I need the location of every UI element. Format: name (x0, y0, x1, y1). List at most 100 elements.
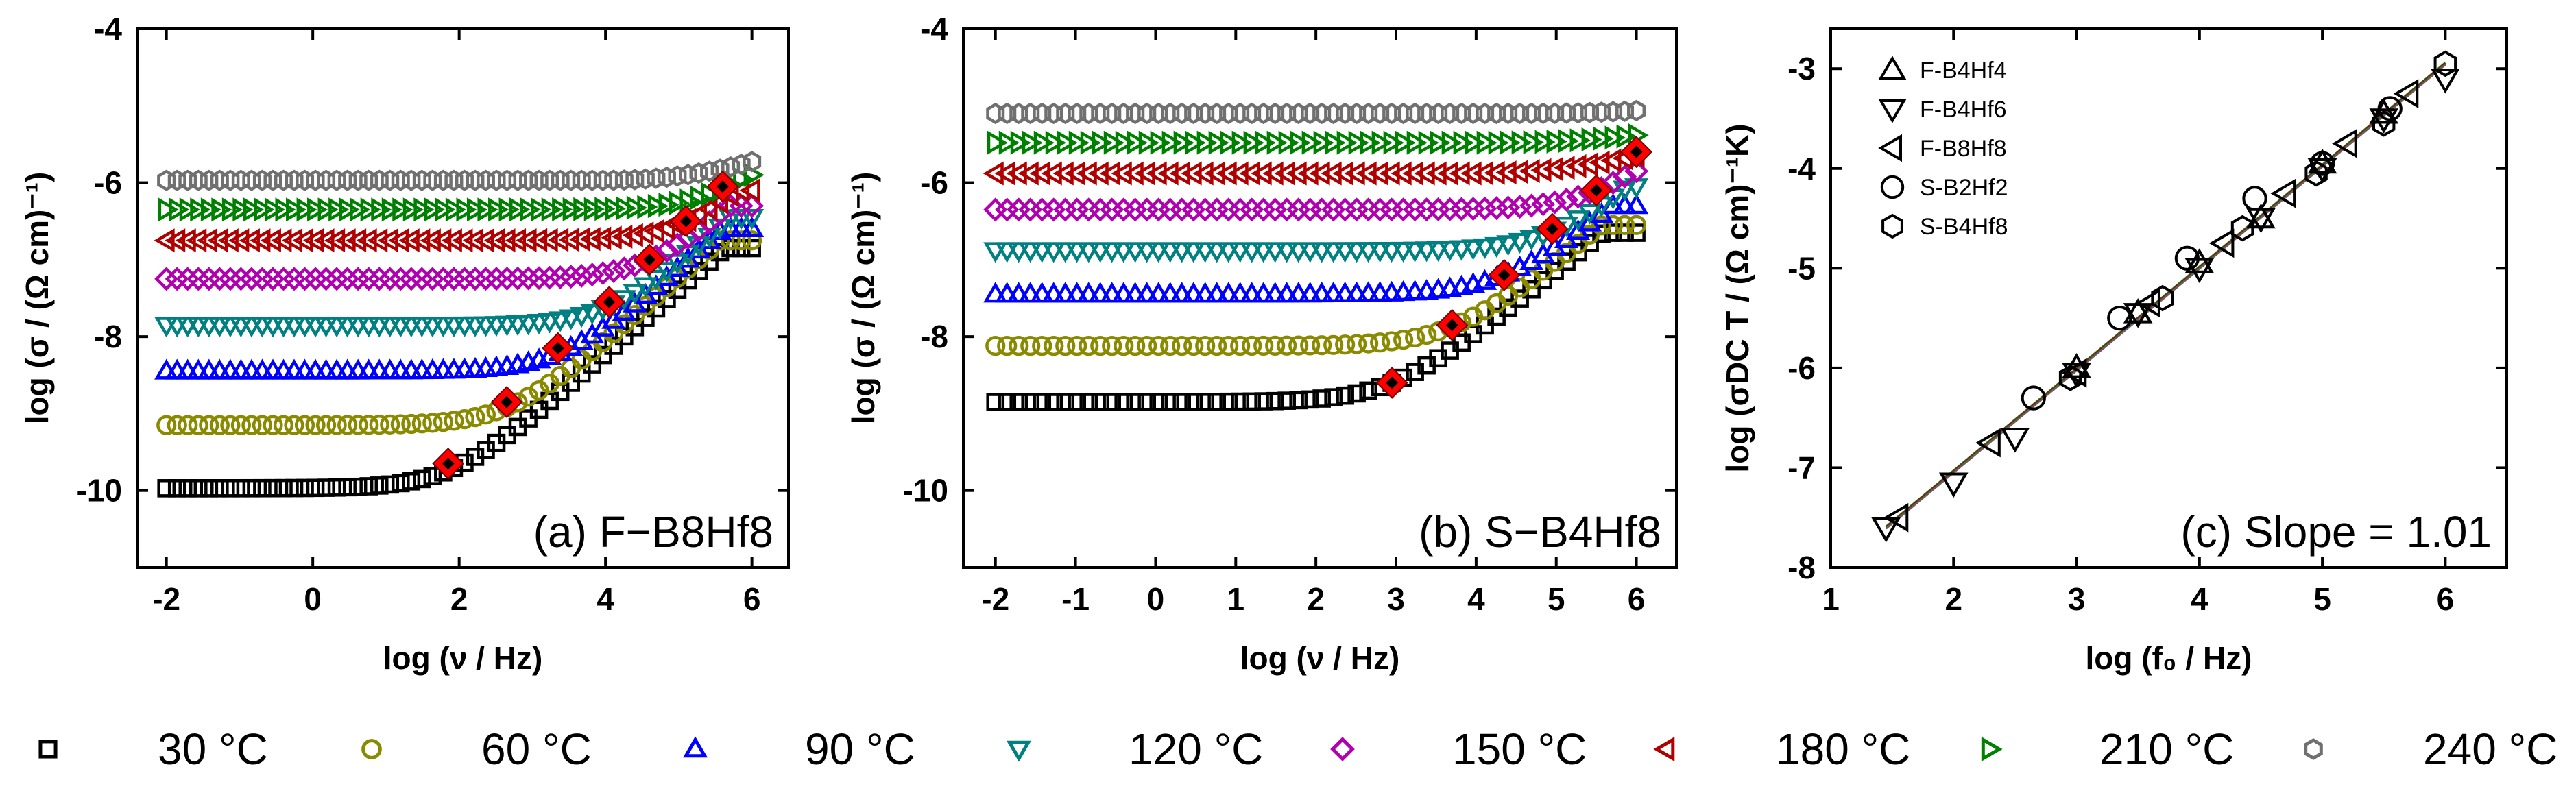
panel-a-data-point (211, 197, 232, 222)
panel-a-data-point (548, 228, 569, 252)
panel-b-data-point (1543, 190, 1567, 215)
panel-b-data-point (1417, 102, 1436, 125)
panel-c-data-point (2061, 358, 2087, 388)
panel-b-data-point (1111, 282, 1136, 303)
panel-b-data-point (1195, 335, 1216, 356)
panel-b-data-point (1042, 242, 1066, 263)
panel-a-data-point (401, 413, 422, 435)
panel-b-data-point (1406, 102, 1425, 125)
panel-a-data-point (169, 197, 190, 222)
panel-b-data-point (1391, 280, 1416, 302)
panel-b-data-point (995, 242, 1020, 263)
panel-b-data-point (1102, 336, 1122, 356)
panel-a-data-point (579, 227, 601, 252)
panel-b-x-axis-title: log (ν / Hz) (1240, 640, 1400, 676)
panel-b-data-point (1076, 161, 1097, 186)
panel-a-data-point (409, 267, 434, 291)
panel-a-data-point (700, 160, 719, 182)
panel-a-data-point (583, 169, 602, 191)
panel-a-data-point (399, 267, 424, 291)
panel-b-data-point (1018, 242, 1043, 263)
panel-a-data-point (614, 169, 634, 191)
panel-c-fit-line (1885, 64, 2446, 530)
panel-b-data-point (1449, 161, 1470, 186)
panel-a-data-point (456, 197, 477, 222)
panel-b-y-tick-label: -6 (920, 165, 948, 201)
panel-a-data-point (156, 415, 177, 435)
panel-a-data-point (230, 415, 251, 435)
panel-a-data-point (435, 197, 456, 222)
panel-a-data-point (390, 414, 411, 435)
panel-a-data-point (273, 415, 294, 435)
panel-b-data-point (1090, 336, 1111, 356)
panel-b-data-point (1496, 235, 1521, 256)
panel-c-legend-label: S-B2Hf2 (1920, 175, 2008, 201)
panel-b-data-point (1487, 102, 1506, 125)
panel-b-data-point (1030, 242, 1055, 263)
panel-b-y-axis-title: log (σ / (Ω cm)⁻¹) (845, 172, 881, 425)
panel-a-data-point (370, 169, 389, 191)
panel-a-data-point (658, 193, 679, 217)
panel-c-legend-label: F-B8Hf8 (1920, 136, 2007, 162)
panel-b-data-point (1161, 102, 1180, 125)
panel-a-data-point (178, 415, 198, 435)
panel-a-data-point (654, 239, 679, 263)
panel-b-data-point (1196, 393, 1214, 411)
panel-c-data-point (2304, 160, 2328, 187)
panel-b-data-point (1417, 324, 1437, 345)
panel-b-data-point (1103, 393, 1122, 411)
panel-a-data-point (740, 209, 765, 230)
panel-c-series-F-B4Hf4 (2062, 98, 2399, 378)
panel-b-data-point (1042, 282, 1066, 303)
panel-b-data-point (1123, 282, 1148, 303)
panel-b-data-point (1626, 215, 1647, 235)
panel-b-data-point (1045, 130, 1066, 155)
panel-b-data-point (1289, 102, 1308, 125)
panel-b-data-point (1429, 102, 1448, 125)
panel-b-data-point (1460, 161, 1482, 186)
panel-a-data-point (413, 197, 435, 222)
panel-a-data-point (378, 267, 402, 291)
legend-marker-240C (2304, 738, 2323, 760)
panel-b-data-point (1205, 282, 1229, 303)
panel-b-data-point (1146, 282, 1171, 303)
legend-marker-120C (1006, 740, 1032, 762)
panel-b-data-point (1068, 130, 1090, 155)
panel-b-data-point (1137, 102, 1157, 125)
panel-a-data-point (527, 228, 548, 252)
panel-a-data-point (444, 411, 464, 431)
panel-a-data-point (232, 197, 254, 222)
panel-c-x-tick-label: 6 (2437, 581, 2455, 617)
panel-c-data-point (2369, 98, 2399, 124)
panel-a-data-point (433, 412, 453, 432)
panel-b-y-tick-label: -4 (920, 11, 948, 47)
panel-b-data-point (1519, 230, 1544, 251)
panel-a-data-point (210, 169, 229, 191)
panel-b-data-point (1323, 334, 1344, 355)
panel-a-data-point (484, 267, 509, 291)
panel-a-data-point (239, 267, 264, 291)
panel-a-crossover-center (643, 253, 656, 266)
panel-a-y-tick-label: -10 (77, 473, 122, 509)
panel-a-data-point (274, 169, 293, 191)
panel-b-data-point (1056, 102, 1075, 125)
panel-a-data-point (285, 169, 304, 191)
panel-b-data-point (1114, 102, 1133, 125)
panel-b-data-point (1418, 130, 1439, 155)
panel-b-data-point (1009, 393, 1028, 411)
panel-a-data-point (327, 169, 346, 191)
panel-a-data-point (637, 195, 658, 219)
panel-b-data-point (1403, 241, 1428, 263)
panel-b-data-point (1150, 130, 1171, 155)
panel-a-data-point (228, 267, 253, 291)
panel-b-data-point (1336, 130, 1358, 155)
panel-b-x-tick-label: 4 (1467, 581, 1485, 617)
panel-a-crossover-center (679, 215, 693, 228)
panel-c-data-point (2246, 208, 2276, 234)
panel-b-data-point (998, 130, 1020, 155)
panel-b-data-point (1239, 161, 1260, 186)
panel-a-data-point (239, 228, 260, 253)
panel-a-data-point (420, 228, 441, 253)
panel-b-data-point (1569, 102, 1588, 124)
